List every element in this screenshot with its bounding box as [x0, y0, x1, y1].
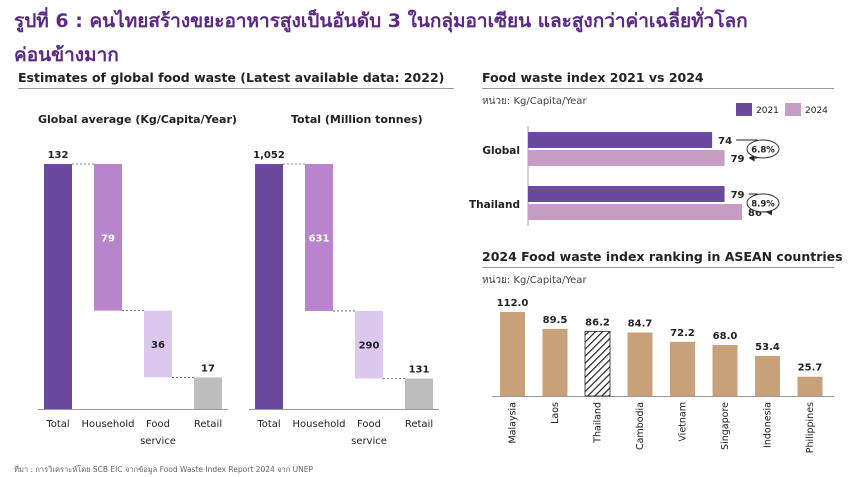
bar-total: [44, 164, 72, 409]
category-label-food-service-line2: service: [140, 436, 176, 447]
data-label-laos: 89.5: [543, 315, 568, 326]
bar-global-2024: [528, 150, 725, 166]
change-label-thailand: 8.9%: [751, 200, 775, 210]
data-label-malaysia: 112.0: [497, 298, 529, 309]
asean-ranking-unit: หน่วย: Kg/Capita/Year: [482, 275, 587, 286]
data-label-total: 132: [48, 150, 69, 161]
category-label-cambodia: Cambodia: [635, 402, 646, 450]
change-badge: [746, 193, 780, 213]
bar-food-service: [355, 310, 383, 379]
category-label-food-service: Food: [357, 419, 381, 430]
data-label-thailand-2024: 86: [748, 208, 762, 219]
waterfall-global-average: 132 Total 79 Household 36 Food service 17 Retail: [38, 150, 228, 447]
data-label-food-service: 36: [151, 340, 165, 351]
bar-global-2021: [528, 132, 713, 148]
data-label-retail: 17: [201, 363, 215, 374]
change-label-global: 6.8%: [751, 146, 775, 156]
data-label-cambodia: 84.7: [628, 318, 653, 329]
category-label-thailand: Thailand: [469, 199, 520, 211]
bar-thailand: [584, 330, 611, 397]
legend-swatch-2024: [785, 103, 801, 116]
category-label-singapore: Singapore: [720, 402, 731, 450]
page-title-line2: ค่อนข้างมาก: [14, 44, 119, 66]
left-section-rule: [18, 88, 454, 89]
bar-indonesia: [755, 355, 780, 396]
data-label-indonesia: 53.4: [755, 342, 780, 353]
data-label-household: 79: [101, 233, 115, 244]
waterfall-global-total: 1,052 Total 631 Household 290 Food service 131 R…: [249, 150, 439, 447]
bar-vietnam: [670, 341, 695, 396]
category-label-vietnam: Vietnam: [678, 402, 689, 442]
category-label-thailand: Thailand: [593, 402, 604, 444]
bar-thailand-2024: [528, 204, 742, 220]
bar-household: [94, 164, 122, 311]
legend-label-2024: 2024: [805, 106, 828, 116]
global-total-title: Total (Million tonnes): [291, 113, 423, 126]
asean-ranking-title: 2024 Food waste index ranking in ASEAN c…: [482, 249, 843, 264]
data-label-global-2021: 74: [718, 136, 732, 147]
category-label-philippines: Philippines: [805, 402, 816, 453]
category-label-food-service: Food: [146, 419, 170, 430]
category-label-total: Total: [45, 419, 69, 430]
bar-philippines: [797, 376, 823, 396]
category-label-retail: Retail: [194, 419, 222, 430]
category-label-laos: Laos: [550, 402, 561, 424]
data-label-singapore: 68.0: [713, 331, 738, 342]
category-label-malaysia: Malaysia: [508, 402, 519, 444]
data-label-thailand-2021: 79: [731, 190, 745, 201]
data-label-philippines: 25.7: [798, 363, 823, 374]
category-label-retail: Retail: [405, 419, 433, 430]
bar-cambodia: [627, 332, 653, 396]
category-label-indonesia: Indonesia: [763, 402, 774, 448]
index-compare-rule: [482, 88, 834, 89]
data-label-vietnam: 72.2: [670, 328, 695, 339]
bar-food-service: [144, 310, 172, 378]
bar-retail: [194, 377, 222, 409]
bar-total: [255, 164, 283, 409]
data-label-food-service: 290: [359, 341, 380, 352]
bar-retail: [405, 378, 433, 409]
bar-laos: [542, 328, 568, 396]
data-label-retail: 131: [409, 364, 430, 375]
data-label-thailand: 86.2: [585, 317, 610, 328]
source-note: ที่มา : การวิเคราะห์โดย SCB EIC จากข้อมู…: [14, 465, 314, 474]
category-label-total: Total: [256, 419, 280, 430]
asean-ranking-chart: 112.0 Malaysia 89.5 Laos 86.2 Thailand 84.7 Cam…: [492, 298, 834, 453]
bar-household: [305, 164, 333, 311]
data-label-household: 631: [309, 233, 330, 244]
page-title: รูปที่ 6 : คนไทยสร้างขยะอาหารสูงเป็นอันด…: [14, 10, 748, 32]
data-label-global-2024: 79: [731, 154, 745, 165]
category-label-global: Global: [482, 145, 520, 157]
index-compare-title: Food waste index 2021 vs 2024: [482, 70, 704, 85]
category-label-household: Household: [82, 419, 135, 430]
bar-thailand-2021: [528, 186, 725, 202]
category-label-household: Household: [293, 419, 346, 430]
asean-ranking-rule: [482, 267, 834, 268]
legend-label-2021: 2021: [756, 106, 779, 116]
legend-swatch-2021: [736, 103, 752, 116]
bar-malaysia: [500, 312, 525, 396]
change-badge: [746, 139, 780, 159]
left-section-title: Estimates of global food waste (Latest a…: [18, 70, 445, 85]
index-compare-unit: หน่วย: Kg/Capita/Year: [482, 96, 587, 107]
bar-singapore: [712, 345, 738, 396]
data-label-total: 1,052: [253, 150, 285, 161]
global-average-title: Global average (Kg/Capita/Year): [38, 113, 237, 126]
category-label-food-service-line2: service: [351, 436, 387, 447]
